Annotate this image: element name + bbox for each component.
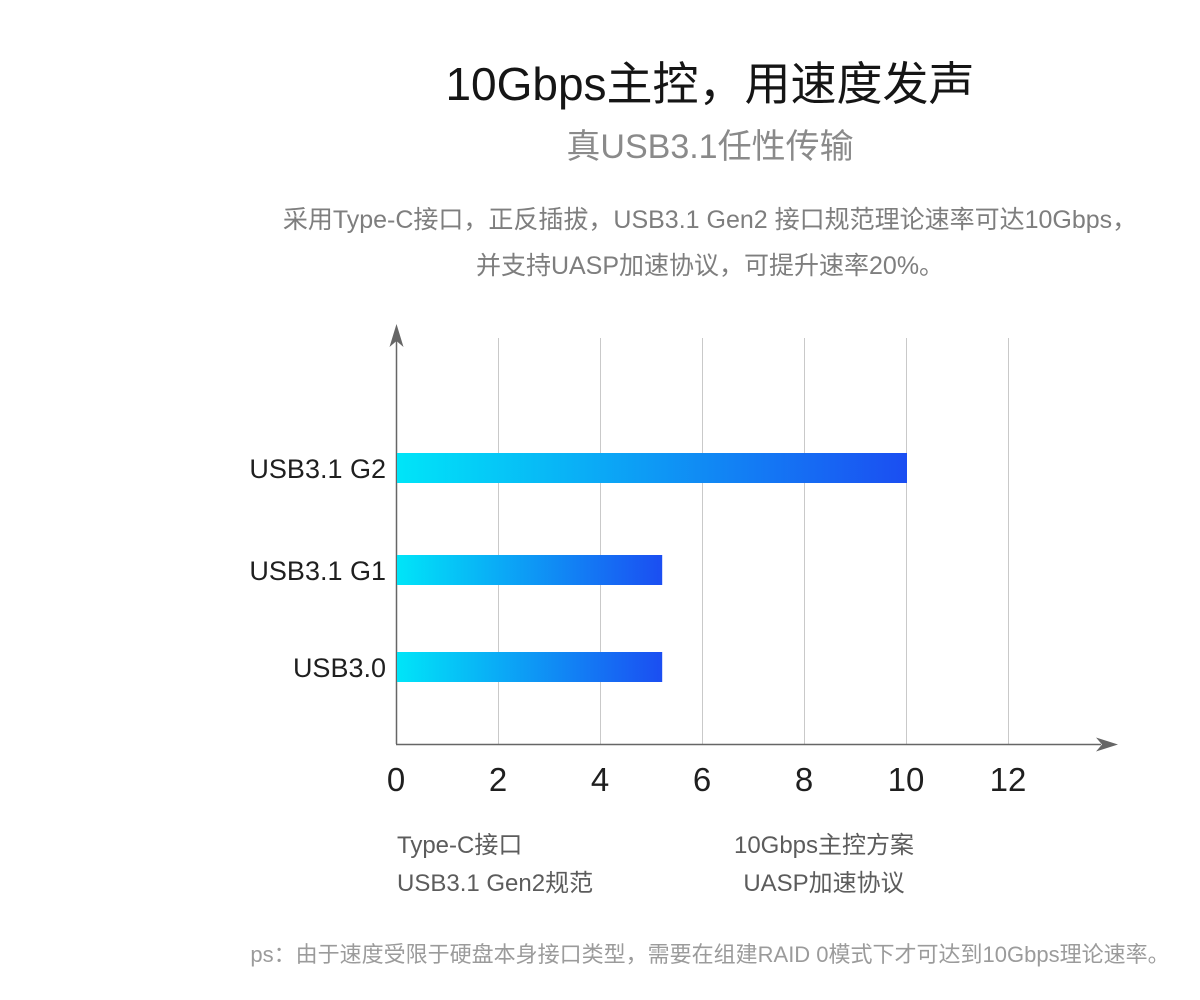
- footnote: ps：由于速度受限于硬盘本身接口类型，需要在组建RAID 0模式下才可达到10G…: [250, 942, 1170, 967]
- bar-usb3-1-g1: [397, 555, 663, 585]
- feature-column-left: Type-C接口 USB3.1 Gen2规范: [397, 827, 593, 903]
- y-axis-arrow-icon: [389, 324, 404, 347]
- x-tick-label-6: 6: [693, 761, 711, 798]
- x-tick-label-2: 2: [489, 761, 507, 798]
- feature-10gbps-controller: 10Gbps主控方案: [733, 832, 915, 859]
- feature-column-right: 10Gbps主控方案 UASP加速协议: [724, 827, 924, 903]
- bar-usb3-0: [397, 652, 663, 682]
- page-subtitle: 真USB3.1任性传输: [566, 128, 854, 166]
- feature-uasp: UASP加速协议: [743, 870, 905, 897]
- feature-gen2-spec: USB3.1 Gen2规范: [397, 870, 594, 897]
- page-title: 10Gbps主控，用速度发声: [445, 58, 975, 110]
- category-label-1: USB3.1 G1: [249, 556, 386, 586]
- description-line-2: 并支持UASP加速协议，可提升速率20%。: [475, 252, 945, 280]
- x-axis-arrow-icon: [1096, 737, 1118, 752]
- description: 采用Type-C接口，正反插拔，USB3.1 Gen2 接口规范理论速率可达10…: [210, 197, 1200, 289]
- x-tick-label-8: 8: [795, 761, 813, 798]
- x-tick-label-0: 0: [387, 761, 405, 798]
- x-tick-label-12: 12: [990, 761, 1027, 798]
- description-line-1: 采用Type-C接口，正反插拔，USB3.1 Gen2 接口规范理论速率可达10…: [282, 206, 1138, 234]
- feature-typec: Type-C接口: [397, 832, 523, 859]
- bar-usb3-1-g2: [397, 453, 907, 483]
- x-tick-label-4: 4: [591, 761, 609, 798]
- x-tick-label-10: 10: [888, 761, 925, 798]
- category-label-0: USB3.1 G2: [249, 454, 386, 484]
- category-label-2: USB3.0: [293, 653, 386, 683]
